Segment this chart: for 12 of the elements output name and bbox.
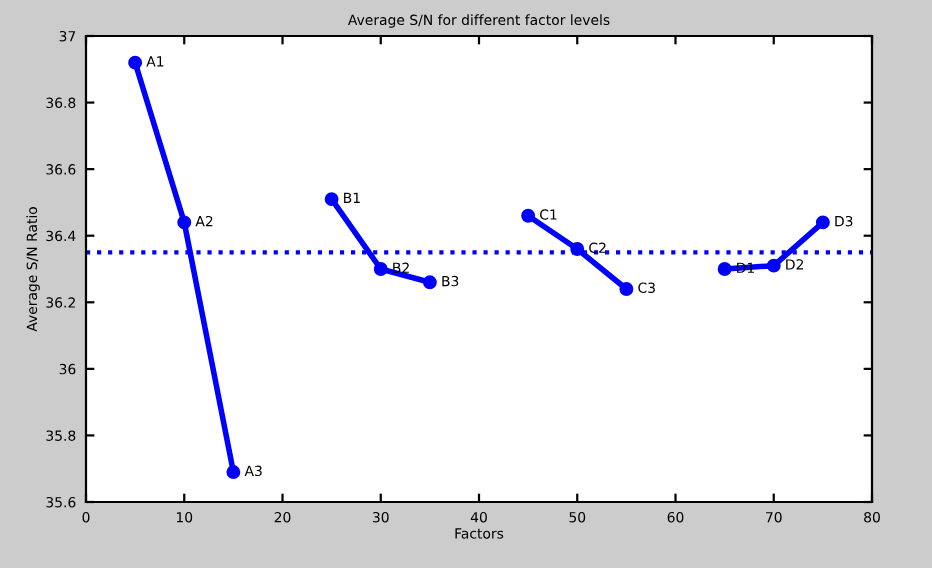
point (766, 258, 781, 273)
point (324, 192, 339, 207)
point (619, 282, 634, 296)
point (177, 215, 192, 230)
point (373, 262, 388, 276)
point (570, 242, 585, 256)
point (815, 215, 830, 230)
point (128, 55, 143, 70)
point (422, 275, 437, 290)
point (717, 262, 732, 276)
point (521, 208, 536, 223)
point (226, 465, 241, 479)
